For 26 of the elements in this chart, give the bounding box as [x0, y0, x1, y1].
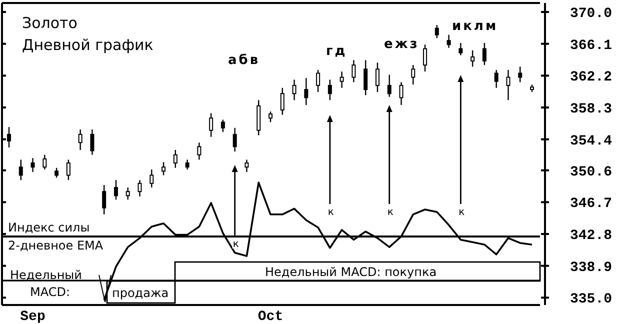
y-tick-label: 335.0 [570, 292, 612, 308]
annotation: гд [326, 44, 348, 59]
y-tick-label: 370.0 [570, 6, 612, 22]
text: Золото [22, 14, 78, 32]
annotation: ежз [384, 37, 420, 52]
annotation: к [232, 239, 239, 250]
text: Дневной график [22, 36, 154, 54]
y-tick-label: 338.9 [570, 260, 612, 276]
annotation: к [458, 207, 465, 218]
x-tick-label: Oct [258, 309, 284, 324]
annotation: Недельный MACD: [10, 268, 82, 299]
y-tick-label: 362.2 [570, 70, 612, 86]
annotation: иклм [452, 19, 498, 34]
y-tick-label: 342.8 [570, 228, 612, 244]
y-tick-label: 346.7 [570, 196, 612, 212]
y-tick-label: 366.1 [570, 38, 612, 54]
annotation: к [328, 207, 334, 218]
y-tick-label: 354.4 [570, 133, 612, 150]
annotation: к [387, 207, 394, 218]
y-tick-label: 350.6 [570, 164, 612, 180]
ref-line-label: Индекс силы 2-дневное EMA [8, 220, 104, 252]
annotation: абв [228, 53, 260, 68]
annotation: Недельный MACD: покупка [265, 265, 437, 279]
y-tick-label: 358.3 [570, 101, 612, 118]
annotation: продажа [112, 286, 169, 300]
x-tick-label: Sep [20, 309, 46, 324]
